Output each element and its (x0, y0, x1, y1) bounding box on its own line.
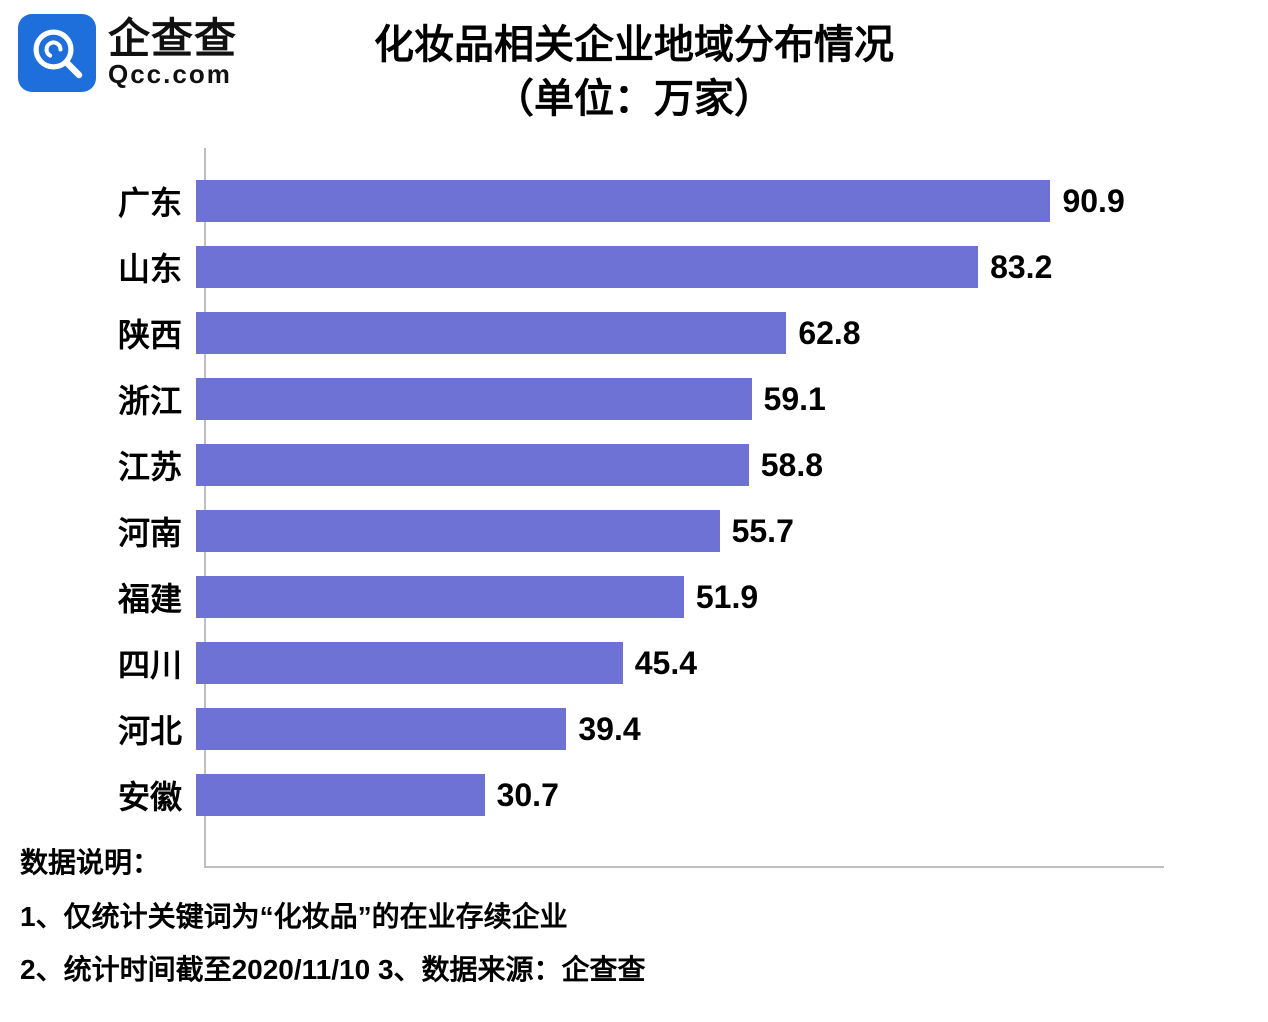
bar-wrap: 45.4 (196, 630, 1200, 696)
notes-line-1: 1、仅统计关键词为“化妆品”的在业存续企业 (20, 890, 646, 943)
bar (196, 510, 720, 552)
value-label: 58.8 (761, 447, 823, 484)
bar (196, 444, 749, 486)
bar (196, 576, 684, 618)
bar-row: 陕西 62.8 (100, 300, 1200, 366)
bar (196, 378, 752, 420)
bar-row: 广东 90.9 (100, 168, 1200, 234)
bar-row: 福建 51.9 (100, 564, 1200, 630)
category-label: 山东 (100, 244, 196, 290)
bar (196, 180, 1050, 222)
bar-row: 浙江 59.1 (100, 366, 1200, 432)
bar (196, 312, 786, 354)
category-label: 浙江 (100, 376, 196, 422)
logo-en: Qcc.com (108, 61, 237, 88)
category-label: 江苏 (100, 442, 196, 488)
category-label: 安徽 (100, 772, 196, 818)
bar-wrap: 58.8 (196, 432, 1200, 498)
bar (196, 708, 566, 750)
brand-logo: 企查查 Qcc.com (18, 14, 237, 92)
value-label: 62.8 (798, 315, 860, 352)
value-label: 45.4 (635, 645, 697, 682)
category-label: 陕西 (100, 310, 196, 356)
bar-wrap: 90.9 (196, 168, 1200, 234)
bar-row: 安徽 30.7 (100, 762, 1200, 828)
bar-row: 山东 83.2 (100, 234, 1200, 300)
category-label: 河北 (100, 706, 196, 752)
category-label: 河南 (100, 508, 196, 554)
logo-mark (18, 14, 96, 92)
bar-chart: 广东 90.9 山东 83.2 陕西 62.8 浙江 59.1 江苏 58.8 河南 55.7 福建 51… (100, 148, 1200, 868)
category-label: 四川 (100, 640, 196, 686)
magnifier-c-icon (28, 24, 86, 82)
bar-wrap: 30.7 (196, 762, 1200, 828)
value-label: 39.4 (578, 711, 640, 748)
notes-line-2: 2、统计时间截至2020/11/10 3、数据来源：企查查 (20, 943, 646, 996)
bar-wrap: 51.9 (196, 564, 1200, 630)
bar-wrap: 59.1 (196, 366, 1200, 432)
bar-wrap: 55.7 (196, 498, 1200, 564)
value-label: 30.7 (497, 777, 559, 814)
bar-row: 四川 45.4 (100, 630, 1200, 696)
bar-row: 河北 39.4 (100, 696, 1200, 762)
bar-wrap: 83.2 (196, 234, 1200, 300)
notes-heading: 数据说明： (20, 836, 646, 889)
value-label: 59.1 (764, 381, 826, 418)
logo-cn: 企查查 (108, 17, 237, 61)
category-label: 福建 (100, 574, 196, 620)
bar (196, 774, 485, 816)
bar (196, 642, 623, 684)
value-label: 51.9 (696, 579, 758, 616)
value-label: 55.7 (732, 513, 794, 550)
bar-row: 江苏 58.8 (100, 432, 1200, 498)
bar-wrap: 39.4 (196, 696, 1200, 762)
category-label: 广东 (100, 178, 196, 224)
data-notes: 数据说明： 1、仅统计关键词为“化妆品”的在业存续企业 2、统计时间截至2020… (20, 836, 646, 996)
value-label: 90.9 (1062, 183, 1124, 220)
logo-text: 企查查 Qcc.com (108, 17, 237, 88)
value-label: 83.2 (990, 249, 1052, 286)
bar (196, 246, 978, 288)
bar-row: 河南 55.7 (100, 498, 1200, 564)
bar-wrap: 62.8 (196, 300, 1200, 366)
